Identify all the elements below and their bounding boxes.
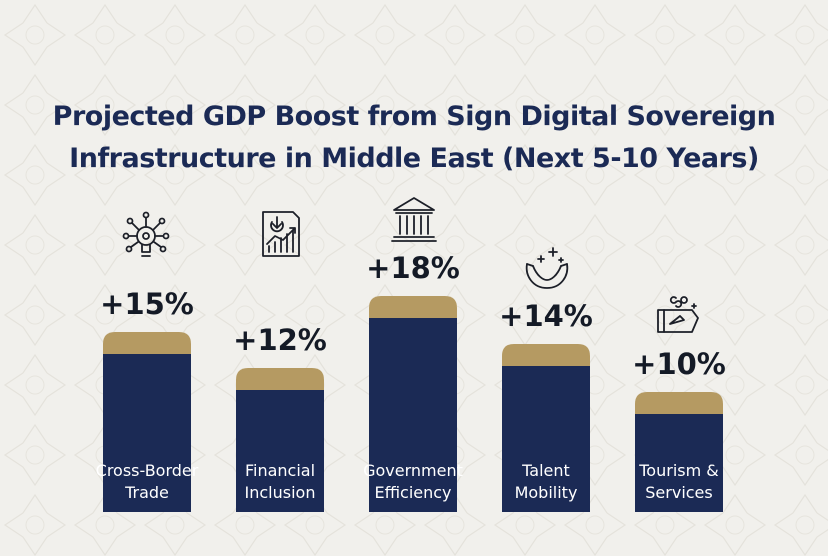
bar-cap xyxy=(369,296,457,318)
bar-cap xyxy=(103,332,191,354)
category-label: Trade xyxy=(124,483,169,502)
chart-title: Projected GDP Boost from Sign Digital So… xyxy=(52,101,776,174)
hands-sparkle-icon xyxy=(525,247,569,289)
bar-cap xyxy=(236,368,324,390)
government-building-icon xyxy=(391,197,437,242)
bars-layer: +15% Cross-Border Trade +12% Financial Inclus… xyxy=(96,251,726,512)
category-label: Government xyxy=(363,461,463,480)
value-label: +18% xyxy=(366,251,460,285)
category-label: Tourism & xyxy=(638,461,719,480)
category-label: Talent xyxy=(521,461,570,480)
bar-cap xyxy=(635,392,723,414)
bar xyxy=(236,390,324,512)
category-label: Efficiency xyxy=(374,483,451,502)
category-label: Mobility xyxy=(515,483,578,502)
bar xyxy=(635,414,723,512)
bar xyxy=(103,354,191,512)
icons-layer xyxy=(122,197,699,333)
value-label: +10% xyxy=(632,347,726,381)
category-label: Financial xyxy=(245,461,315,480)
travel-ticket-icon xyxy=(657,296,699,333)
category-label: Inclusion xyxy=(245,483,316,502)
value-label: +15% xyxy=(100,287,194,321)
bar xyxy=(502,366,590,512)
category-label: Cross-Border xyxy=(96,461,199,480)
bar-cap xyxy=(502,344,590,366)
category-label: Services xyxy=(645,483,712,502)
bar xyxy=(369,318,457,512)
value-label: +14% xyxy=(499,299,593,333)
network-bulb-icon xyxy=(122,211,170,257)
value-label: +12% xyxy=(233,323,327,357)
growth-document-icon xyxy=(262,211,300,257)
